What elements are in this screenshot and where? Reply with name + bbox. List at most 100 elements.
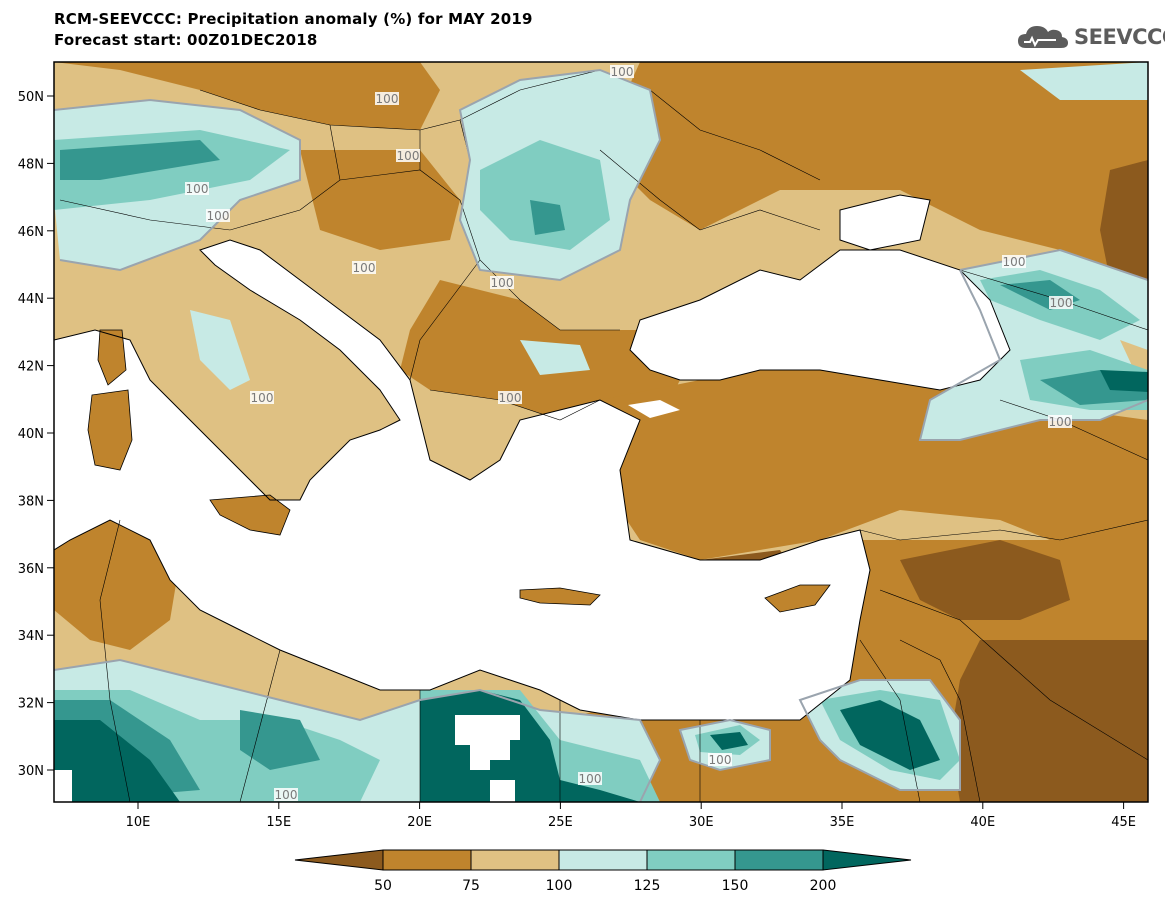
- cyprus: [764, 584, 831, 613]
- contour-100-line: [54, 68, 1148, 802]
- contour-label-bg: [250, 391, 274, 404]
- missing-data-patch-west: [54, 770, 72, 802]
- field-100-125-italy: [190, 310, 250, 390]
- lat-label: 34N: [18, 629, 44, 644]
- colorbar-150-200: [734, 849, 824, 871]
- contour-label-bg: [274, 788, 298, 801]
- contour-label-100: 100: [491, 276, 514, 290]
- corsica: [97, 329, 127, 386]
- lon-label: 35E: [830, 815, 855, 830]
- contour-labels: 100 100 100 100 100 100 100 100 100 100 100 100 100 1…: [185, 65, 1073, 802]
- sardinia: [87, 389, 133, 471]
- field-lt50-iraq: [950, 640, 1148, 802]
- black-sea: [630, 250, 1010, 390]
- colorbar-level-label: 50: [374, 878, 392, 894]
- contour-label-100: 100: [709, 753, 732, 767]
- contour-label-bg: [185, 182, 209, 195]
- mediterranean-sea: [54, 240, 870, 720]
- contour-label-100: 100: [397, 149, 420, 163]
- map-frame: [53, 61, 1149, 803]
- lat-label: 44N: [18, 292, 44, 307]
- coastlines: [54, 194, 1011, 721]
- field-50-75-ukraine: [600, 62, 1148, 300]
- lat-label: 42N: [18, 360, 44, 375]
- field-150-200-hungary: [530, 200, 565, 235]
- contour-label-100: 100: [376, 92, 399, 106]
- colorbar-125-150: [646, 849, 736, 871]
- colorbar-75-100: [470, 849, 560, 871]
- lat-label: 32N: [18, 697, 44, 712]
- azov-sea: [840, 195, 930, 250]
- lat-label: 40N: [18, 427, 44, 442]
- lon-label: 30E: [689, 815, 714, 830]
- lat-label: 48N: [18, 157, 44, 172]
- colorbar-labels: 50 75 100 125 150 200: [374, 878, 836, 894]
- field-100-125-russia: [1020, 62, 1148, 100]
- lon-label: 15E: [266, 815, 291, 830]
- contour-label-100: 100: [353, 261, 376, 275]
- contour-label-bg: [1002, 255, 1026, 268]
- logo-text: SEEVCCC: [1074, 25, 1165, 49]
- field-150-200-alps: [60, 140, 220, 180]
- field-50-75-alps: [54, 62, 440, 130]
- colorbar-gt200: [822, 849, 912, 871]
- colorbar: 50 75 100 125 150 200: [294, 849, 912, 894]
- contour-label-100: 100: [251, 391, 274, 405]
- lat-label: 30N: [18, 764, 44, 779]
- colorbar-level-label: 125: [634, 878, 661, 894]
- contour-label-100: 100: [1049, 415, 1072, 429]
- field-gt200-delta: [710, 732, 748, 750]
- map-title: RCM-SEEVCCC: Precipitation anomaly (%) f…: [54, 10, 533, 28]
- field-50-75-tunisia: [54, 520, 180, 650]
- colorbar-level-label: 75: [462, 878, 480, 894]
- lon-label: 20E: [407, 815, 432, 830]
- lat-label: 36N: [18, 562, 44, 577]
- lon-label: 25E: [548, 815, 573, 830]
- colorbar-level-label: 150: [722, 878, 749, 894]
- marmara-sea: [628, 400, 680, 418]
- contour-label-100: 100: [275, 788, 298, 802]
- contour-label-bg: [375, 92, 399, 105]
- contour-label-100: 100: [1003, 255, 1026, 269]
- forecast-start-subtitle: Forecast start: 00Z01DEC2018: [54, 31, 318, 49]
- field-gt200-tunisia: [54, 720, 180, 802]
- missing-data-patch: [455, 715, 520, 802]
- field-gt200-caspian: [1100, 370, 1148, 392]
- contour-label-bg: [708, 753, 732, 766]
- lon-label: 10E: [126, 815, 151, 830]
- map-fields: 100 100 100 100 100 100 100 100 100 100 100 100 100 1…: [54, 62, 1148, 802]
- field-lt50-caspian: [1100, 160, 1148, 300]
- field-lt50-syria: [900, 540, 1070, 620]
- colorbar-lt50: [294, 849, 384, 871]
- lat-label: 50N: [18, 90, 44, 105]
- contour-label-100: 100: [611, 65, 634, 79]
- field-100-125-bulgaria: [520, 340, 590, 375]
- contour-label-bg: [1048, 415, 1072, 428]
- contour-label-100: 100: [207, 209, 230, 223]
- lat-label: 46N: [18, 225, 44, 240]
- contour-label-100: 100: [579, 772, 602, 786]
- contour-label-100: 100: [1050, 296, 1073, 310]
- longitude-axis: 10E 15E 20E 25E 30E 35E 40E 45E: [126, 802, 1136, 830]
- contour-label-bg: [578, 772, 602, 785]
- colorbar-50-75: [382, 849, 472, 871]
- contour-label-100: 100: [186, 182, 209, 196]
- field-125-150-hungary: [480, 140, 610, 250]
- contour-label-bg: [396, 149, 420, 162]
- contour-label-bg: [1049, 296, 1073, 309]
- contour-label-100: 100: [499, 391, 522, 405]
- crete: [519, 587, 601, 606]
- lon-label: 45E: [1111, 815, 1136, 830]
- colorbar-level-label: 100: [546, 878, 573, 894]
- lat-label: 38N: [18, 494, 44, 509]
- contour-label-bg: [206, 209, 230, 222]
- sicily: [209, 494, 291, 536]
- contour-label-bg: [490, 276, 514, 289]
- latitude-axis: 50N 48N 46N 44N 42N 40N 38N 36N 34N 32N 30N: [18, 90, 54, 779]
- field-gt200-jordan: [840, 700, 940, 770]
- seevccc-logo: SEEVCCC: [1016, 22, 1165, 52]
- lon-label: 40E: [970, 815, 995, 830]
- contour-label-bg: [352, 261, 376, 274]
- colorbar-100-125: [558, 849, 648, 871]
